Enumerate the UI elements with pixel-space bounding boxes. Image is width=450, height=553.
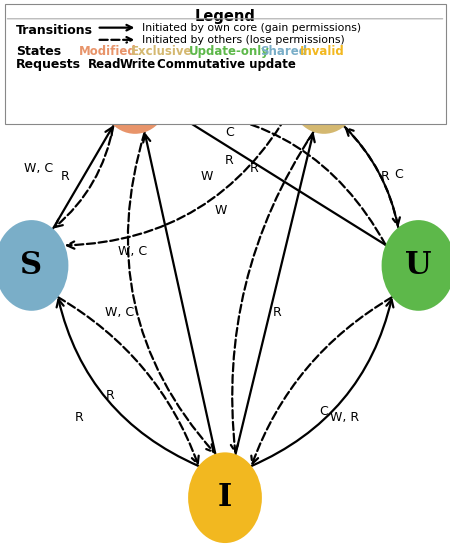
Text: Write: Write xyxy=(119,58,156,71)
Text: Requests: Requests xyxy=(16,58,81,71)
Text: R: R xyxy=(225,154,234,167)
Text: C: C xyxy=(320,405,328,419)
Text: Initiated by own core (gain permissions): Initiated by own core (gain permissions) xyxy=(142,23,361,33)
Text: Exclusive: Exclusive xyxy=(131,45,193,59)
Text: R: R xyxy=(250,162,259,175)
Text: R: R xyxy=(61,170,70,184)
Text: R: R xyxy=(106,389,115,402)
Text: R: R xyxy=(74,411,83,424)
Text: Commutative update: Commutative update xyxy=(157,58,296,71)
Text: W, C: W, C xyxy=(105,306,134,319)
Text: W: W xyxy=(201,170,213,184)
Text: E: E xyxy=(312,73,336,104)
Text: Read: Read xyxy=(88,58,121,71)
Text: U: U xyxy=(405,250,432,281)
Text: R: R xyxy=(380,170,389,184)
Text: R: R xyxy=(272,306,281,319)
Text: W, R: W, R xyxy=(330,411,359,424)
Text: Legend: Legend xyxy=(194,9,256,24)
Circle shape xyxy=(287,43,361,134)
Circle shape xyxy=(0,220,68,311)
Text: Invalid: Invalid xyxy=(300,45,344,59)
Text: C: C xyxy=(225,126,234,139)
Text: Update-only: Update-only xyxy=(189,45,270,59)
Text: M: M xyxy=(118,73,152,104)
FancyBboxPatch shape xyxy=(4,4,446,124)
Text: W, C: W, C xyxy=(24,162,53,175)
Text: Shared: Shared xyxy=(260,45,307,59)
Text: Transitions: Transitions xyxy=(16,24,93,37)
Text: C: C xyxy=(394,168,403,181)
Text: S: S xyxy=(20,250,43,281)
Text: States: States xyxy=(16,45,61,59)
Text: I: I xyxy=(218,482,232,513)
Circle shape xyxy=(382,220,450,311)
Text: Initiated by others (lose permissions): Initiated by others (lose permissions) xyxy=(142,35,345,45)
Text: W, C: W, C xyxy=(215,62,244,76)
Text: W, C: W, C xyxy=(118,245,147,258)
Circle shape xyxy=(98,43,172,134)
Text: W: W xyxy=(214,204,227,217)
Circle shape xyxy=(188,452,262,543)
Text: Modified: Modified xyxy=(79,45,136,59)
